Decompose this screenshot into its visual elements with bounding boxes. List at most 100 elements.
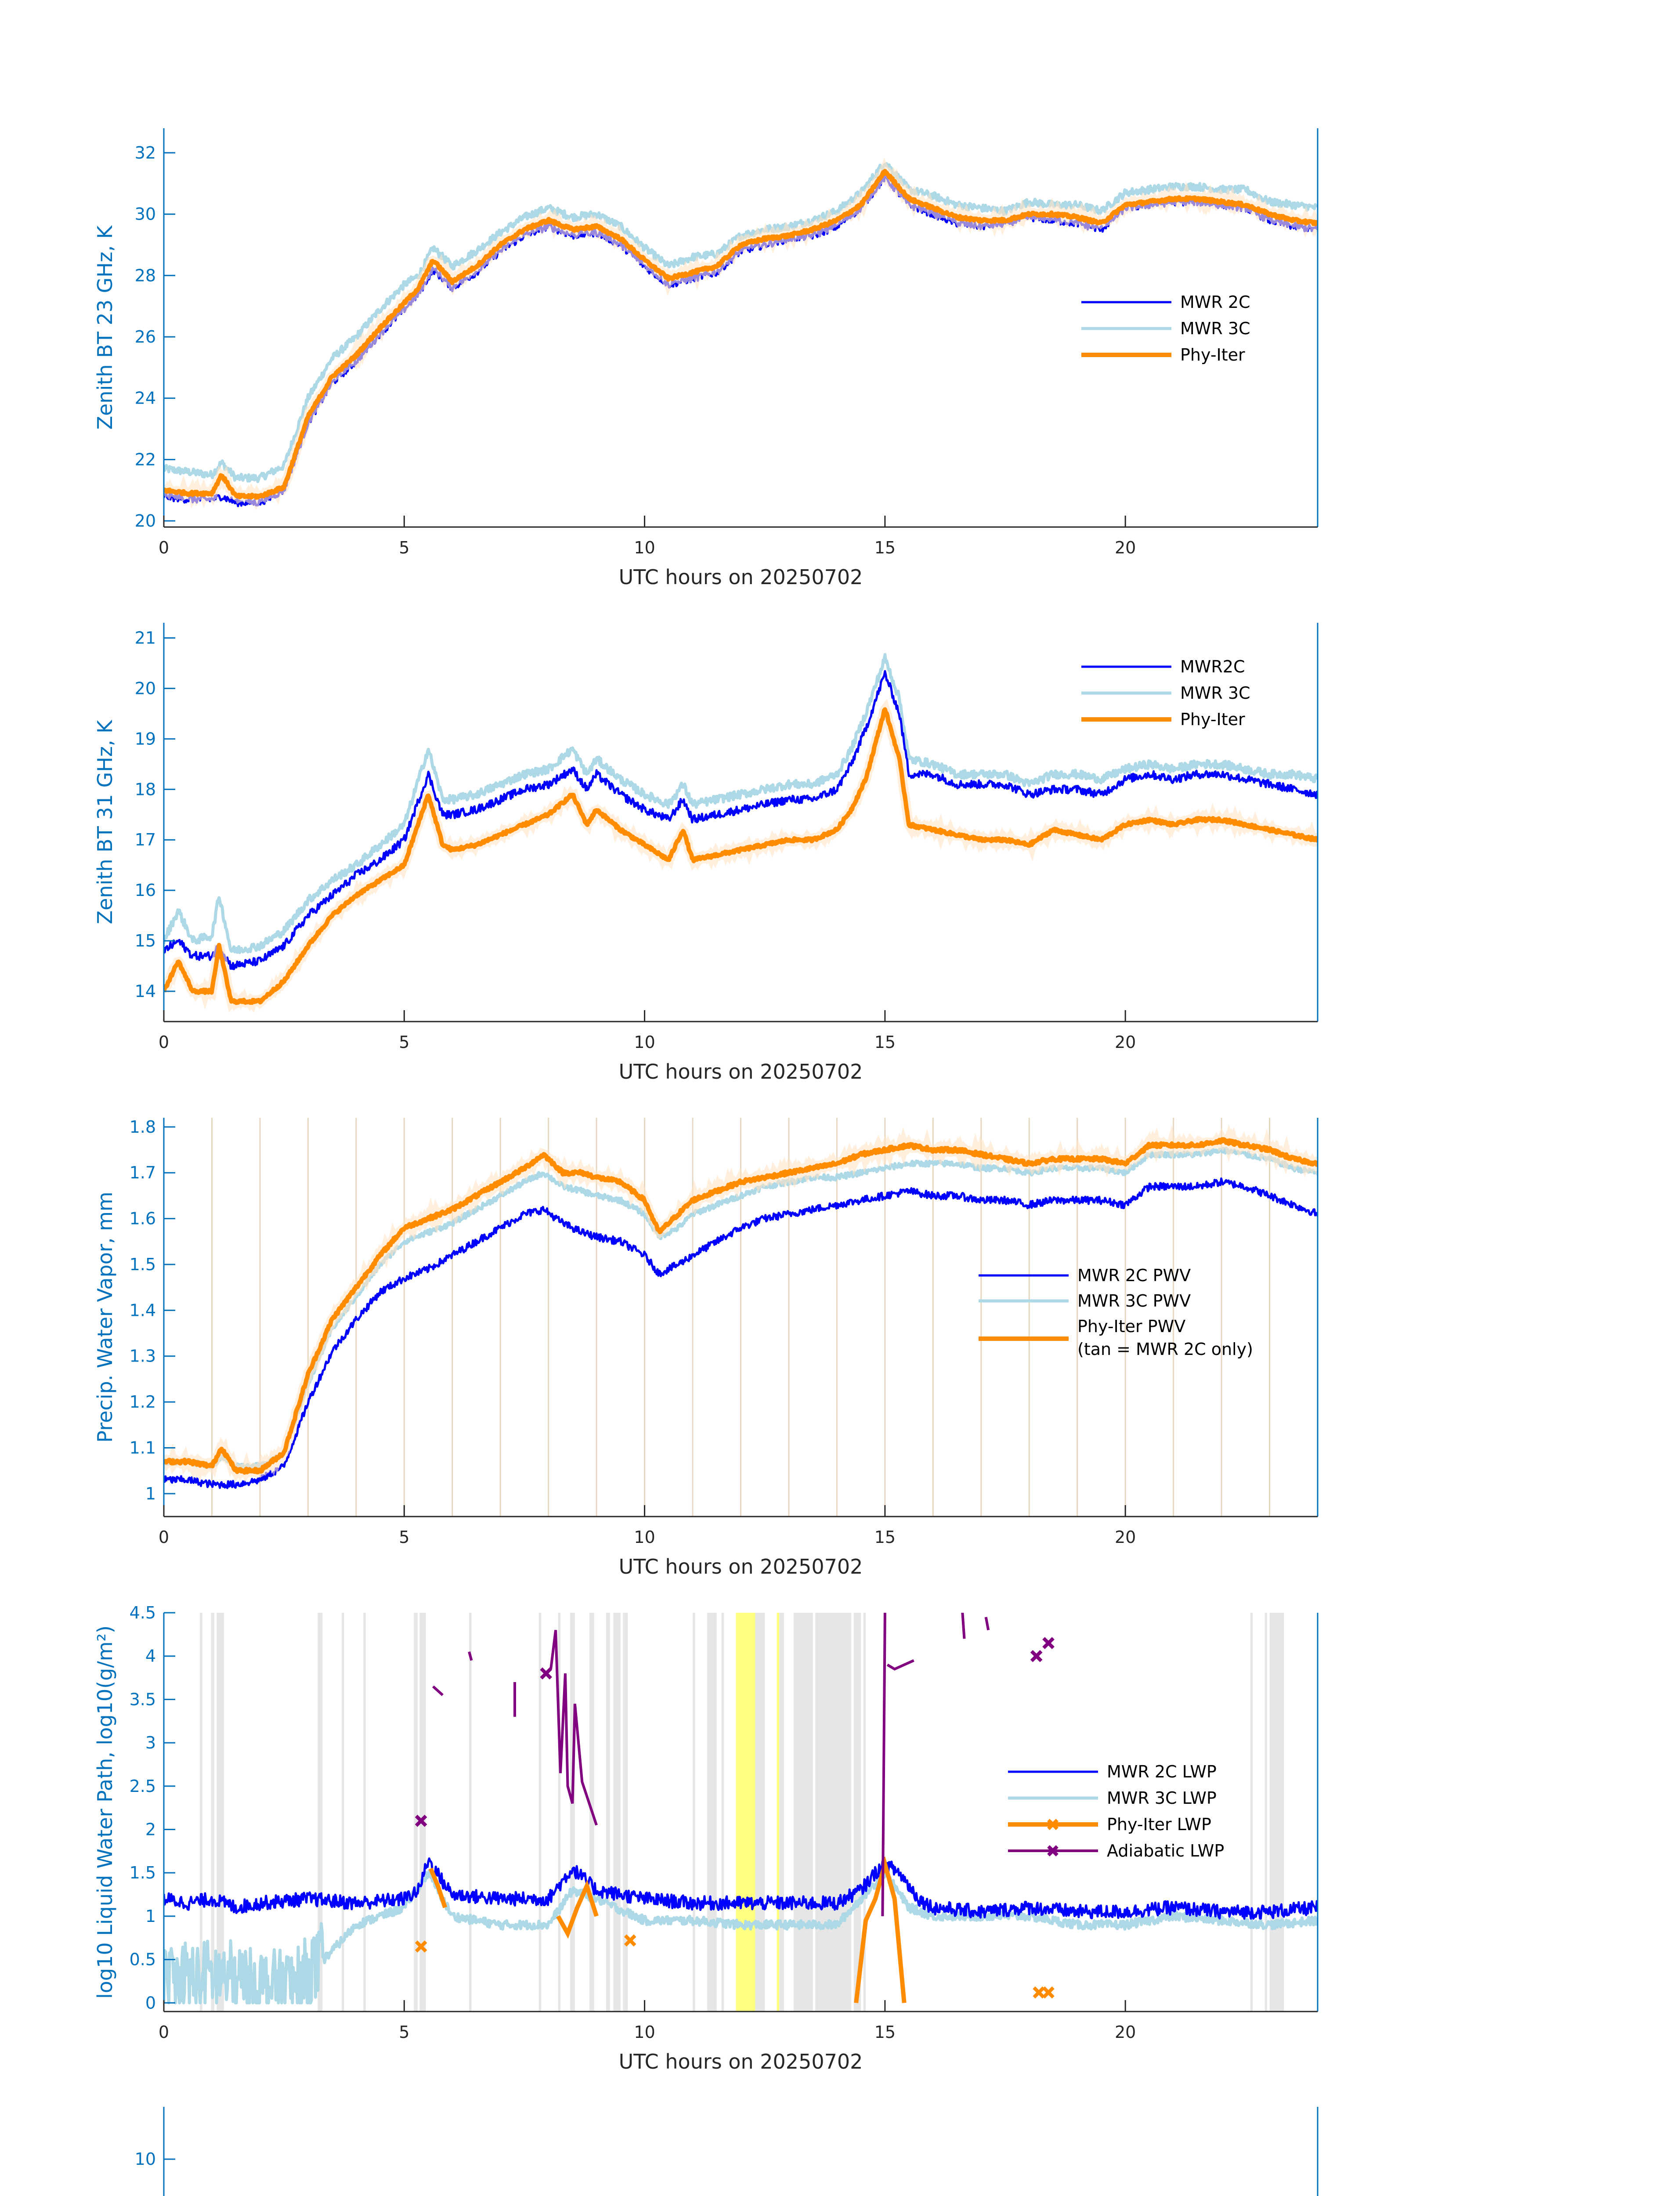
x-marker	[1042, 1986, 1055, 1999]
gray-band	[693, 1613, 695, 2012]
y-tick-label: 2	[145, 1820, 156, 1839]
legend-label: MWR 3C	[1180, 683, 1250, 703]
legend: MWR2C MWR 3C Phy-Iter	[1081, 657, 1250, 729]
x-tick-label: 15	[874, 538, 896, 557]
x-marker	[1042, 1637, 1055, 1649]
series-phy-iter-lwp	[556, 1879, 599, 1939]
gray-band	[558, 1613, 561, 2012]
y-tick-label: 16	[135, 881, 156, 900]
legend-marker	[1047, 1845, 1059, 1856]
gray-band	[200, 1613, 202, 2012]
y-tick-label: 17	[135, 830, 156, 849]
gray-band	[419, 1613, 426, 2012]
series-adiabatic-lwp	[886, 1659, 914, 1671]
legend-label: Adiabatic LWP	[1107, 1841, 1224, 1860]
legend-label: MWR 3C LWP	[1107, 1788, 1217, 1808]
x-tick-label: 5	[399, 538, 409, 557]
y-axis-label: Zenith BT 23 GHz, K	[93, 225, 117, 430]
x-axis-label: UTC hours on 20250702	[619, 1060, 863, 1084]
legend: MWR 2C MWR 3C Phy-Iter	[1081, 293, 1250, 365]
y-tick-label: 1.1	[130, 1438, 156, 1457]
x-tick-label: 10	[634, 1033, 655, 1052]
series-phy-iter-pwv	[164, 1137, 1318, 1475]
y-tick-label: 20	[135, 679, 156, 698]
series-adiabatic-lwp	[432, 1685, 444, 1696]
y-tick-label: 4.5	[130, 1603, 156, 1622]
legend-note: (tan = MWR 2C only)	[1077, 1340, 1253, 1359]
yellow-band	[777, 1613, 780, 2012]
gray-band	[853, 1613, 861, 2012]
y-tick-label: 28	[135, 266, 156, 285]
y-tick-label: 32	[135, 143, 156, 163]
y-tick-label: 0.5	[130, 1950, 156, 1969]
panel-bt23: 20 22 24 26 28 30 32 0 5 10 15 20 UTC hours on 20250…	[93, 128, 1319, 589]
panel-dqflag: 024681005101520UTC hours on 20250702MWR …	[93, 2107, 1319, 2196]
gray-band	[570, 1613, 575, 2012]
gray-band	[815, 1613, 852, 2012]
legend-label: MWR 2C LWP	[1107, 1762, 1217, 1781]
y-tick-label: 3	[145, 1733, 156, 1752]
legend-label: MWR 3C PWV	[1077, 1291, 1191, 1311]
y-tick-label: 10	[135, 2149, 156, 2169]
series-phy-iter-uncertainty	[164, 157, 1318, 510]
legend: MWR 2C PWV MWR 3C PWV Phy-Iter PWV (tan = M…	[979, 1266, 1253, 1359]
y-tick-label: 4	[145, 1647, 156, 1666]
series-mwr-3c	[164, 162, 1318, 483]
legend-label: Phy-Iter	[1180, 345, 1245, 365]
plot-area	[164, 157, 1318, 510]
y-axis-label: Precip. Water Vapor, mm	[93, 1192, 117, 1442]
series-mwr-3c-lwp	[164, 1869, 1318, 2005]
gray-band	[469, 1613, 472, 2012]
series-adiabatic-lwp	[881, 1613, 886, 1916]
legend-label: Phy-Iter LWP	[1107, 1815, 1211, 1834]
y-tick-label: 22	[135, 450, 156, 469]
gray-band	[606, 1613, 610, 2012]
x-tick-label: 0	[159, 2023, 169, 2042]
x-axis-label: UTC hours on 20250702	[619, 2050, 863, 2073]
series-adiabatic-lwp	[549, 1630, 598, 1826]
y-tick-label: 1.5	[130, 1255, 156, 1274]
y-tick-label: 1.4	[130, 1300, 156, 1320]
legend-label: MWR 3C	[1180, 319, 1250, 338]
y-tick-label: 18	[135, 780, 156, 799]
x-tick-label: 0	[159, 538, 169, 557]
y-tick-label: 15	[135, 931, 156, 950]
y-tick-label: 26	[135, 327, 156, 347]
y-tick-label: 1.7	[130, 1163, 156, 1182]
x-tick-label: 20	[1115, 1528, 1136, 1547]
y-tick-label: 1.3	[130, 1347, 156, 1366]
x-marker	[624, 1934, 636, 1947]
y-axis-label: log10 Liquid Water Path, log10(g/m²)	[93, 1625, 117, 1999]
x-tick-label: 5	[399, 1033, 409, 1052]
gray-band	[793, 1613, 813, 2012]
x-axis-label: UTC hours on 20250702	[619, 565, 863, 589]
y-tick-label: 1	[145, 1484, 156, 1503]
gray-band	[1269, 1613, 1284, 2012]
gray-band	[779, 1613, 784, 2012]
y-axis-label: Zenith BT 31 GHz, K	[93, 719, 117, 925]
y-tick-label: 1.2	[130, 1392, 156, 1412]
series-phy-iter-lwp	[428, 1867, 448, 1908]
y-tick-label: 30	[135, 205, 156, 224]
legend: MWR 2C LWP MWR 3C LWP Phy-Iter LWP Adiabati…	[1008, 1762, 1224, 1860]
yellow-band	[736, 1613, 755, 2012]
series-mwr2c	[164, 670, 1318, 970]
legend-label: MWR 2C	[1180, 293, 1250, 312]
series-phy-iter-uncertainty	[164, 698, 1318, 1013]
x-tick-label: 10	[634, 538, 655, 557]
y-tick-label: 2.5	[130, 1777, 156, 1796]
series-adiabatic-lwp	[984, 1617, 990, 1631]
gray-band	[211, 1613, 214, 2012]
y-tick-label: 24	[135, 389, 156, 408]
legend-label: MWR2C	[1180, 657, 1245, 676]
x-tick-label: 5	[399, 1528, 409, 1547]
y-tick-label: 21	[135, 628, 156, 647]
series-mwr-3c	[164, 653, 1318, 954]
x-axis-label: UTC hours on 20250702	[619, 1555, 863, 1578]
legend-label: Phy-Iter	[1180, 710, 1245, 729]
gray-band	[217, 1613, 224, 2012]
y-tick-label: 20	[135, 511, 156, 531]
x-tick-label: 20	[1115, 538, 1136, 557]
x-marker	[415, 1814, 427, 1827]
gray-band	[341, 1613, 344, 2012]
